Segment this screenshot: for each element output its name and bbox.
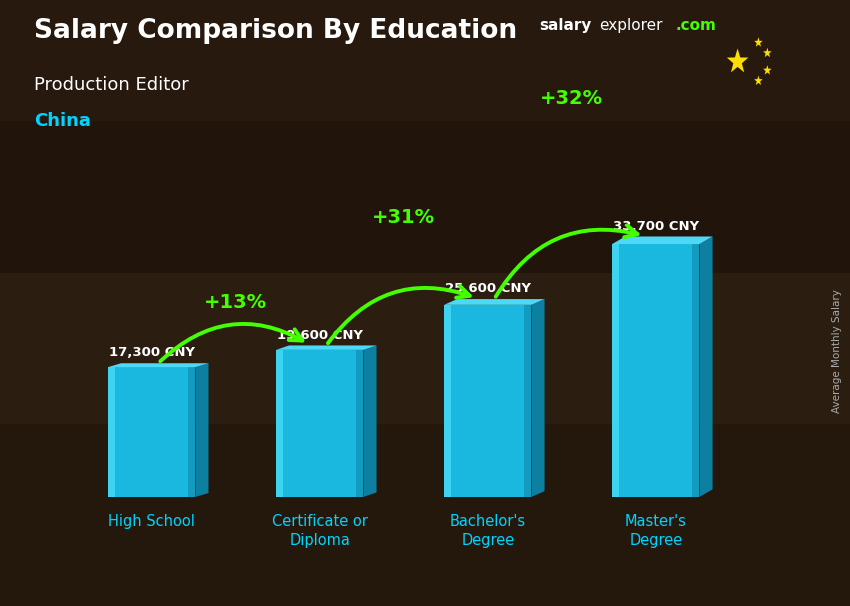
Polygon shape [754,38,762,47]
Bar [356,350,364,497]
Bar [612,244,700,497]
Polygon shape [196,363,208,497]
Text: 33,700 CNY: 33,700 CNY [613,220,699,233]
Bar [612,244,619,497]
Bar [276,350,364,497]
Bar [524,305,531,497]
Bar [108,367,196,497]
Polygon shape [612,236,712,244]
Text: +13%: +13% [204,293,267,312]
Polygon shape [276,345,377,350]
Text: 19,600 CNY: 19,600 CNY [277,328,363,342]
Polygon shape [108,363,208,367]
Polygon shape [763,48,772,57]
Polygon shape [700,236,712,497]
Polygon shape [763,65,772,75]
Polygon shape [727,48,748,72]
Polygon shape [444,299,545,305]
Text: Average Monthly Salary: Average Monthly Salary [832,290,842,413]
Bar [276,350,283,497]
Text: salary: salary [540,18,592,33]
Polygon shape [754,76,762,85]
Text: +32%: +32% [541,89,604,108]
Polygon shape [364,345,377,497]
Bar [444,305,451,497]
Text: 17,300 CNY: 17,300 CNY [109,347,195,359]
Bar [108,367,115,497]
Polygon shape [531,299,545,497]
Bar [189,367,196,497]
Text: 25,600 CNY: 25,600 CNY [445,282,530,295]
Text: Production Editor: Production Editor [34,76,189,94]
Text: China: China [34,112,91,130]
Text: +31%: +31% [372,208,435,227]
Bar [693,244,700,497]
Text: explorer: explorer [599,18,663,33]
Text: Salary Comparison By Education: Salary Comparison By Education [34,18,517,44]
Bar [444,305,531,497]
Text: .com: .com [676,18,717,33]
